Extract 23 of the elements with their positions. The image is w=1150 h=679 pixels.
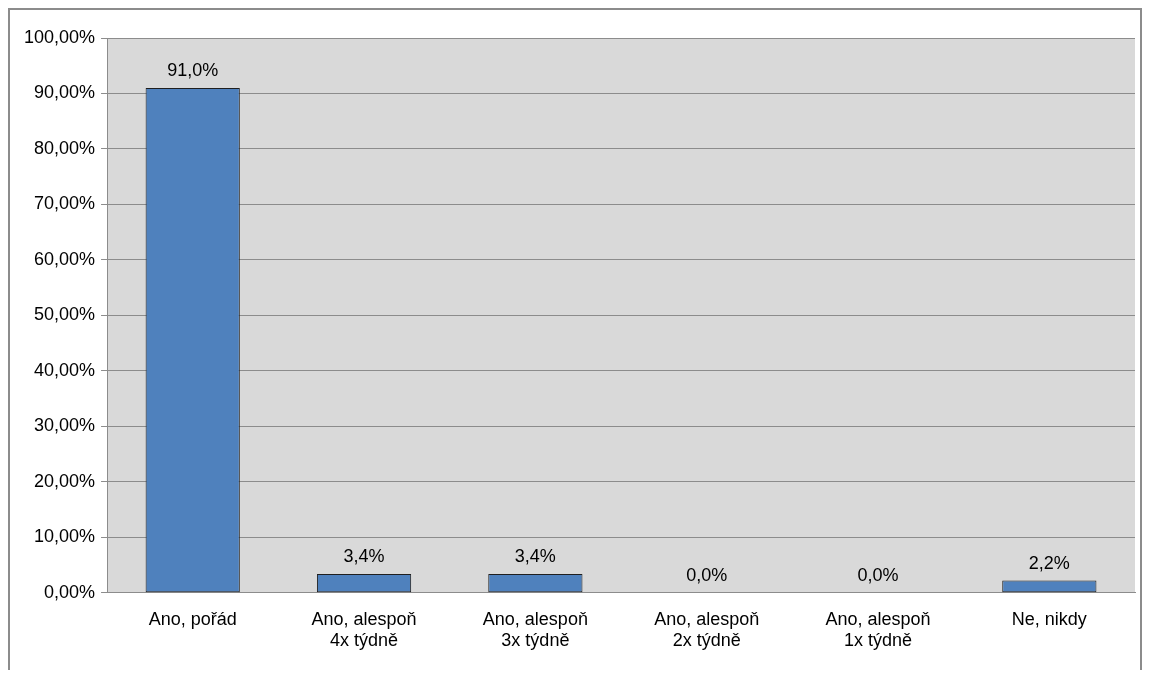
y-tick-label: 50,00%: [34, 304, 96, 325]
y-tick-label: 0,00%: [44, 581, 96, 602]
data-label: 3,4%: [514, 545, 556, 566]
y-tick-label: 30,00%: [34, 415, 96, 436]
data-label: 2,2%: [1028, 552, 1070, 573]
y-tick-label: 80,00%: [34, 137, 96, 158]
x-tick-label: Ano, alespoň 4x týdně: [311, 608, 417, 651]
y-tick-label: 90,00%: [34, 82, 96, 103]
x-tick-label: Ano, pořád: [148, 608, 237, 629]
y-tick-label: 70,00%: [34, 193, 96, 214]
x-tick-label: Ne, nikdy: [1011, 608, 1087, 629]
x-tick-label: Ano, alespoň 3x týdně: [482, 608, 588, 651]
x-tick-label: Ano, alespoň 2x týdně: [654, 608, 760, 651]
y-tick-label: 100,00%: [24, 26, 96, 47]
data-label: 0,0%: [686, 564, 728, 585]
y-tick-label: 40,00%: [34, 359, 96, 380]
data-label: 91,0%: [167, 59, 219, 80]
y-tick-label: 60,00%: [34, 248, 96, 269]
y-tick-label: 20,00%: [34, 470, 96, 491]
x-tick-label: Ano, alespoň 1x týdně: [825, 608, 931, 651]
y-tick-label: 10,00%: [34, 526, 96, 547]
data-label: 0,0%: [857, 564, 899, 585]
data-label: 3,4%: [343, 545, 385, 566]
